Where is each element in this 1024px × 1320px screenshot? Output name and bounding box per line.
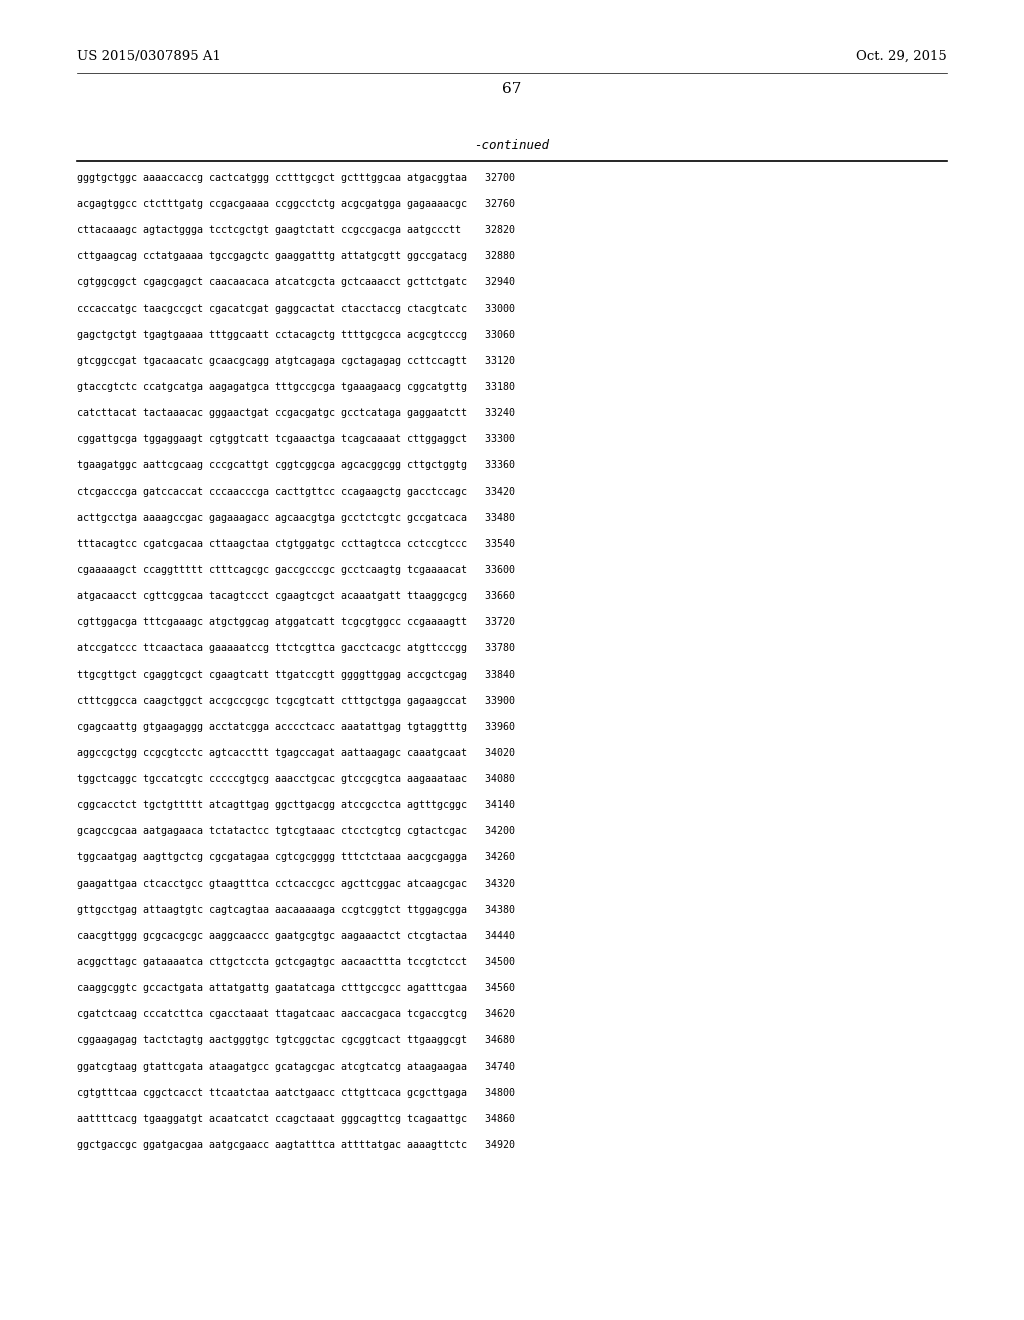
Text: ggatcgtaag gtattcgata ataagatgcc gcatagcgac atcgtcatcg ataagaagaa   34740: ggatcgtaag gtattcgata ataagatgcc gcatagc… [77,1061,515,1072]
Text: tggcaatgag aagttgctcg cgcgatagaa cgtcgcgggg tttctctaaa aacgcgagga   34260: tggcaatgag aagttgctcg cgcgatagaa cgtcgcg… [77,853,515,862]
Text: cgtggcggct cgagcgagct caacaacaca atcatcgcta gctcaaacct gcttctgatc   32940: cgtggcggct cgagcgagct caacaacaca atcatcg… [77,277,515,288]
Text: tgaagatggc aattcgcaag cccgcattgt cggtcggcga agcacggcgg cttgctggtg   33360: tgaagatggc aattcgcaag cccgcattgt cggtcgg… [77,461,515,470]
Text: tttacagtcc cgatcgacaa cttaagctaa ctgtggatgc ccttagtcca cctccgtccc   33540: tttacagtcc cgatcgacaa cttaagctaa ctgtgga… [77,539,515,549]
Text: atgacaacct cgttcggcaa tacagtccct cgaagtcgct acaaatgatt ttaaggcgcg   33660: atgacaacct cgttcggcaa tacagtccct cgaagtc… [77,591,515,601]
Text: gagctgctgt tgagtgaaaa tttggcaatt cctacagctg ttttgcgcca acgcgtcccg   33060: gagctgctgt tgagtgaaaa tttggcaatt cctacag… [77,330,515,339]
Text: caacgttggg gcgcacgcgc aaggcaaccc gaatgcgtgc aagaaactct ctcgtactaa   34440: caacgttggg gcgcacgcgc aaggcaaccc gaatgcg… [77,931,515,941]
Text: cttacaaagc agtactggga tcctcgctgt gaagtctatt ccgccgacga aatgccctt    32820: cttacaaagc agtactggga tcctcgctgt gaagtct… [77,226,515,235]
Text: Oct. 29, 2015: Oct. 29, 2015 [856,50,947,63]
Text: cgagcaattg gtgaagaggg acctatcgga acccctcacc aaatattgag tgtaggtttg   33960: cgagcaattg gtgaagaggg acctatcgga acccctc… [77,722,515,731]
Text: gtcggccgat tgacaacatc gcaacgcagg atgtcagaga cgctagagag ccttccagtt   33120: gtcggccgat tgacaacatc gcaacgcagg atgtcag… [77,356,515,366]
Text: cgtgtttcaa cggctcacct ttcaatctaa aatctgaacc cttgttcaca gcgcttgaga   34800: cgtgtttcaa cggctcacct ttcaatctaa aatctga… [77,1088,515,1098]
Text: ggctgaccgc ggatgacgaa aatgcgaacc aagtatttca attttatgac aaaagttctc   34920: ggctgaccgc ggatgacgaa aatgcgaacc aagtatt… [77,1140,515,1150]
Text: catcttacat tactaaacac gggaactgat ccgacgatgc gcctcataga gaggaatctt   33240: catcttacat tactaaacac gggaactgat ccgacga… [77,408,515,418]
Text: gggtgctggc aaaaccaccg cactcatggg cctttgcgct gctttggcaa atgacggtaa   32700: gggtgctggc aaaaccaccg cactcatggg cctttgc… [77,173,515,183]
Text: cttgaagcag cctatgaaaa tgccgagctc gaaggatttg attatgcgtt ggccgatacg   32880: cttgaagcag cctatgaaaa tgccgagctc gaaggat… [77,251,515,261]
Text: cgaaaaagct ccaggttttt ctttcagcgc gaccgcccgc gcctcaagtg tcgaaaacat   33600: cgaaaaagct ccaggttttt ctttcagcgc gaccgcc… [77,565,515,576]
Text: acttgcctga aaaagccgac gagaaagacc agcaacgtga gcctctcgtc gccgatcaca   33480: acttgcctga aaaagccgac gagaaagacc agcaacg… [77,512,515,523]
Text: gttgcctgag attaagtgtc cagtcagtaa aacaaaaaga ccgtcggtct ttggagcgga   34380: gttgcctgag attaagtgtc cagtcagtaa aacaaaa… [77,904,515,915]
Text: ttgcgttgct cgaggtcgct cgaagtcatt ttgatccgtt ggggttggag accgctcgag   33840: ttgcgttgct cgaggtcgct cgaagtcatt ttgatcc… [77,669,515,680]
Text: cggaagagag tactctagtg aactgggtgc tgtcggctac cgcggtcact ttgaaggcgt   34680: cggaagagag tactctagtg aactgggtgc tgtcggc… [77,1035,515,1045]
Text: US 2015/0307895 A1: US 2015/0307895 A1 [77,50,221,63]
Text: tggctcaggc tgccatcgtc cccccgtgcg aaacctgcac gtccgcgtca aagaaataac   34080: tggctcaggc tgccatcgtc cccccgtgcg aaacctg… [77,774,515,784]
Text: gtaccgtctc ccatgcatga aagagatgca tttgccgcga tgaaagaacg cggcatgttg   33180: gtaccgtctc ccatgcatga aagagatgca tttgccg… [77,381,515,392]
Text: aggccgctgg ccgcgtcctc agtcaccttt tgagccagat aattaagagc caaatgcaat   34020: aggccgctgg ccgcgtcctc agtcaccttt tgagcca… [77,748,515,758]
Text: cccaccatgc taacgccgct cgacatcgat gaggcactat ctacctaccg ctacgtcatc   33000: cccaccatgc taacgccgct cgacatcgat gaggcac… [77,304,515,314]
Text: acggcttagc gataaaatca cttgctccta gctcgagtgc aacaacttta tccgtctcct   34500: acggcttagc gataaaatca cttgctccta gctcgag… [77,957,515,968]
Text: gaagattgaa ctcacctgcc gtaagtttca cctcaccgcc agcttcggac atcaagcgac   34320: gaagattgaa ctcacctgcc gtaagtttca cctcacc… [77,879,515,888]
Text: ctcgacccga gatccaccat cccaacccga cacttgttcc ccagaagctg gacctccagc   33420: ctcgacccga gatccaccat cccaacccga cacttgt… [77,487,515,496]
Text: acgagtggcc ctctttgatg ccgacgaaaa ccggcctctg acgcgatgga gagaaaacgc   32760: acgagtggcc ctctttgatg ccgacgaaaa ccggcct… [77,199,515,209]
Text: cggattgcga tggaggaagt cgtggtcatt tcgaaactga tcagcaaaat cttggaggct   33300: cggattgcga tggaggaagt cgtggtcatt tcgaaac… [77,434,515,445]
Text: ctttcggcca caagctggct accgccgcgc tcgcgtcatt ctttgctgga gagaagccat   33900: ctttcggcca caagctggct accgccgcgc tcgcgtc… [77,696,515,706]
Text: -continued: -continued [474,139,550,152]
Text: atccgatccc ttcaactaca gaaaaatccg ttctcgttca gacctcacgc atgttcccgg   33780: atccgatccc ttcaactaca gaaaaatccg ttctcgt… [77,643,515,653]
Text: cggcacctct tgctgttttt atcagttgag ggcttgacgg atccgcctca agtttgcggc   34140: cggcacctct tgctgttttt atcagttgag ggcttga… [77,800,515,810]
Text: gcagccgcaa aatgagaaca tctatactcc tgtcgtaaac ctcctcgtcg cgtactcgac   34200: gcagccgcaa aatgagaaca tctatactcc tgtcgta… [77,826,515,837]
Text: cgatctcaag cccatcttca cgacctaaat ttagatcaac aaccacgaca tcgaccgtcg   34620: cgatctcaag cccatcttca cgacctaaat ttagatc… [77,1010,515,1019]
Text: caaggcggtc gccactgata attatgattg gaatatcaga ctttgccgcc agatttcgaa   34560: caaggcggtc gccactgata attatgattg gaatatc… [77,983,515,993]
Text: 67: 67 [503,82,521,96]
Text: aattttcacg tgaaggatgt acaatcatct ccagctaaat gggcagttcg tcagaattgc   34860: aattttcacg tgaaggatgt acaatcatct ccagcta… [77,1114,515,1123]
Text: cgttggacga tttcgaaagc atgctggcag atggatcatt tcgcgtggcc ccgaaaagtt   33720: cgttggacga tttcgaaagc atgctggcag atggatc… [77,618,515,627]
